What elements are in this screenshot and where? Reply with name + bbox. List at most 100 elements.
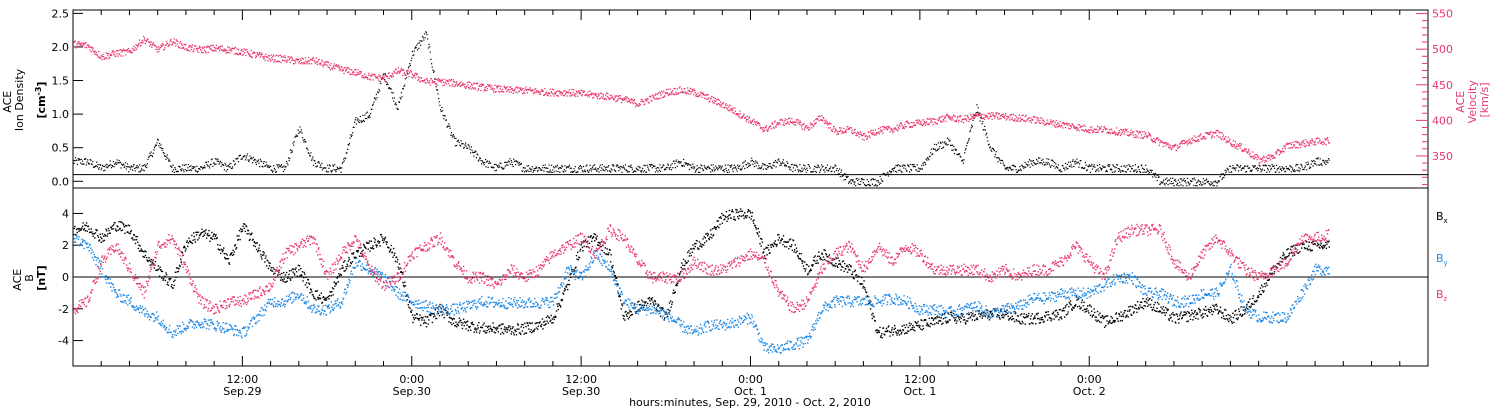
- density-point: [488, 160, 490, 162]
- bx-point: [324, 297, 326, 299]
- density-point: [831, 170, 833, 172]
- bx-point: [268, 265, 271, 267]
- velocity-point: [721, 106, 723, 108]
- density-point: [423, 33, 426, 35]
- velocity-point: [719, 105, 721, 107]
- velocity-point: [750, 121, 752, 123]
- velocity-point: [942, 118, 944, 121]
- velocity-point: [611, 94, 613, 96]
- density-point: [188, 169, 190, 171]
- density-point: [636, 169, 639, 171]
- density-point: [1125, 171, 1127, 173]
- velocity-point: [76, 42, 79, 44]
- bx-point: [386, 241, 388, 243]
- bx-point: [360, 252, 362, 254]
- density-point: [1009, 166, 1011, 168]
- velocity-point: [78, 41, 80, 43]
- velocity-point: [209, 48, 211, 50]
- bx-point: [420, 324, 422, 326]
- density-point: [1258, 168, 1260, 170]
- density-point: [549, 171, 551, 173]
- velocity-point: [926, 123, 929, 126]
- density-point: [159, 142, 161, 145]
- density-point: [293, 141, 295, 143]
- velocity-point: [1106, 128, 1108, 130]
- density-point: [806, 167, 808, 169]
- velocity-point: [1196, 139, 1198, 142]
- density-point: [333, 169, 335, 171]
- density-point: [119, 161, 121, 163]
- density-point: [1095, 169, 1097, 171]
- density-point: [275, 171, 277, 173]
- velocity-point: [868, 132, 870, 134]
- density-point: [874, 178, 876, 181]
- velocity-point: [1227, 136, 1229, 138]
- velocity-point: [871, 133, 873, 135]
- density-point: [1326, 161, 1328, 163]
- velocity-point: [322, 66, 324, 68]
- density-point: [1184, 180, 1186, 182]
- density-point: [341, 162, 343, 164]
- density-point: [1182, 185, 1184, 187]
- velocity-point: [968, 120, 970, 123]
- velocity-point: [840, 129, 842, 131]
- velocity-point: [226, 49, 228, 52]
- velocity-point: [1049, 123, 1051, 125]
- density-point: [577, 167, 580, 169]
- density-point: [187, 167, 189, 169]
- velocity-point: [264, 59, 266, 61]
- density-point: [994, 156, 996, 158]
- velocity-point: [693, 88, 695, 90]
- density-point: [981, 123, 983, 125]
- density-point: [370, 113, 372, 115]
- velocity-point: [762, 130, 764, 133]
- density-point: [327, 164, 329, 166]
- density-point: [420, 44, 422, 46]
- density-point: [610, 171, 612, 173]
- bx-point: [149, 264, 151, 266]
- density-point: [244, 155, 246, 157]
- bx-point: [107, 233, 109, 235]
- bx-point: [369, 250, 371, 252]
- density-point: [1263, 165, 1265, 167]
- density-point: [1064, 162, 1067, 165]
- density-point: [1104, 166, 1106, 168]
- density-point: [846, 176, 848, 178]
- velocity-point: [727, 109, 729, 111]
- density-point: [1250, 170, 1252, 172]
- velocity-point: [803, 129, 805, 131]
- velocity-point: [1042, 119, 1044, 121]
- density-point: [1111, 169, 1113, 171]
- density-point: [764, 164, 766, 166]
- velocity-point: [510, 91, 512, 93]
- density-point: [1179, 178, 1181, 180]
- density-point: [289, 149, 292, 151]
- density-point: [553, 171, 555, 173]
- bx-point: [412, 316, 415, 319]
- bx-point: [257, 251, 259, 253]
- velocity-point: [1043, 122, 1045, 125]
- density-point: [279, 166, 281, 168]
- density-point: [1301, 164, 1303, 166]
- velocity-point: [410, 70, 412, 72]
- density-point: [821, 166, 823, 168]
- bx-point: [311, 291, 313, 293]
- velocity-point: [885, 128, 887, 130]
- velocity-point: [1137, 137, 1139, 139]
- velocity-point: [250, 55, 252, 58]
- bx-point: [211, 238, 214, 240]
- velocity-point: [250, 49, 252, 52]
- velocity-point: [927, 118, 929, 120]
- velocity-point: [500, 85, 502, 88]
- density-point: [953, 153, 956, 155]
- density-point: [129, 166, 131, 168]
- velocity-point: [360, 71, 362, 73]
- density-point: [506, 161, 508, 163]
- density-point: [1166, 177, 1168, 179]
- density-point: [1172, 182, 1174, 184]
- velocity-point: [355, 69, 357, 71]
- bx-point: [105, 228, 107, 230]
- density-point: [1025, 163, 1027, 165]
- velocity-point: [141, 39, 143, 41]
- velocity-point: [185, 48, 188, 50]
